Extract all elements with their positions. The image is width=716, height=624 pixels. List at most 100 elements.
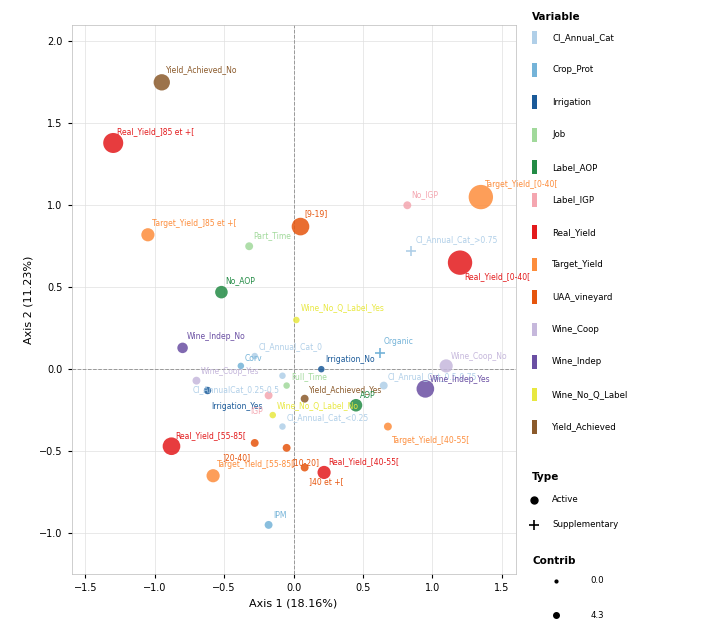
Point: [281, 443, 292, 453]
Text: 4.3: 4.3: [590, 611, 604, 620]
X-axis label: Axis 1 (18.16%): Axis 1 (18.16%): [249, 598, 338, 608]
Text: CI_AnnualCat_0.25-0.5: CI_AnnualCat_0.25-0.5: [193, 386, 280, 394]
FancyBboxPatch shape: [533, 63, 536, 77]
Point: [177, 343, 188, 353]
Point: [440, 361, 452, 371]
FancyBboxPatch shape: [533, 420, 536, 434]
FancyBboxPatch shape: [533, 258, 536, 271]
Text: Part_Time: Part_Time: [253, 231, 291, 240]
Text: Target_Yield_[40-55[: Target_Yield_[40-55[: [392, 436, 470, 446]
Point: [454, 258, 465, 268]
Text: Target_Yield: Target_Yield: [552, 260, 604, 269]
Text: ]20-40]: ]20-40]: [223, 453, 251, 462]
Point: [402, 200, 413, 210]
Text: IPM: IPM: [273, 511, 286, 520]
FancyBboxPatch shape: [533, 225, 536, 239]
Point: [107, 138, 119, 148]
Text: Real_Yield_[40-55[: Real_Yield_[40-55[: [328, 457, 400, 466]
Point: [475, 192, 487, 202]
Point: [249, 351, 261, 361]
Point: [249, 438, 261, 448]
Text: Real_Yield_]85 et +[: Real_Yield_]85 et +[: [117, 127, 195, 137]
Text: Wine_Coop: Wine_Coop: [552, 325, 600, 334]
Text: Wine_Indep_No: Wine_Indep_No: [187, 333, 246, 341]
Point: [350, 400, 362, 410]
Text: Type: Type: [533, 472, 560, 482]
Point: [263, 520, 274, 530]
Text: Real_Yield_[55-85[: Real_Yield_[55-85[: [175, 431, 246, 440]
Text: AOP: AOP: [360, 391, 376, 401]
FancyBboxPatch shape: [533, 388, 536, 401]
Text: Target_Yield_]85 et +[: Target_Yield_]85 et +[: [152, 219, 236, 228]
Point: [267, 410, 279, 420]
Y-axis label: Axis 2 (11.23%): Axis 2 (11.23%): [24, 255, 34, 344]
Text: Organic: Organic: [384, 337, 414, 346]
Text: Contrib: Contrib: [533, 556, 576, 566]
FancyBboxPatch shape: [533, 193, 536, 207]
Point: [156, 77, 168, 87]
Point: [281, 381, 292, 391]
Text: Wine_No_Q_Label_Yes: Wine_No_Q_Label_Yes: [301, 303, 384, 312]
Text: Label_AOP: Label_AOP: [552, 163, 597, 172]
Point: [202, 386, 213, 396]
Text: UAA_vineyard: UAA_vineyard: [552, 293, 612, 301]
FancyBboxPatch shape: [533, 323, 536, 336]
Point: [295, 222, 306, 232]
Text: CI_Anrual_Cat_0.5-0.75: CI_Anrual_Cat_0.5-0.75: [388, 372, 478, 381]
Text: CI_Annual_Cat_<0.25: CI_Annual_Cat_<0.25: [286, 412, 369, 422]
Point: [420, 384, 431, 394]
Point: [216, 287, 227, 297]
Text: IGP: IGP: [251, 407, 263, 416]
Text: Target_Yield_[55-85[: Target_Yield_[55-85[: [217, 460, 296, 469]
Point: [291, 315, 302, 325]
FancyBboxPatch shape: [533, 355, 536, 369]
Text: No_AOP: No_AOP: [226, 276, 256, 286]
Text: CI_Annual_Cat_>0.75: CI_Annual_Cat_>0.75: [415, 236, 498, 245]
Text: CI_Annual_Cat: CI_Annual_Cat: [552, 33, 614, 42]
Text: ]40 et +[: ]40 et +[: [309, 477, 344, 486]
Point: [208, 470, 219, 480]
Point: [263, 391, 274, 401]
Point: [299, 394, 311, 404]
Point: [243, 241, 255, 251]
FancyBboxPatch shape: [533, 290, 536, 304]
Text: Crop_Prot: Crop_Prot: [552, 66, 594, 74]
Text: Job: Job: [552, 130, 566, 139]
Text: Real_Yield: Real_Yield: [552, 228, 596, 236]
Text: ]10-20]: ]10-20]: [291, 457, 319, 467]
Text: Full_Time: Full_Time: [291, 372, 326, 381]
FancyBboxPatch shape: [533, 31, 536, 44]
Text: Target_Yield_[0-40[: Target_Yield_[0-40[: [485, 180, 558, 189]
Text: Real_Yield_[0-40[: Real_Yield_[0-40[: [464, 273, 531, 281]
Point: [276, 371, 288, 381]
Point: [276, 422, 288, 432]
Text: Wine_Coop_Yes: Wine_Coop_Yes: [200, 367, 259, 376]
Text: Variable: Variable: [533, 12, 581, 22]
Text: Irrigation_Yes: Irrigation_Yes: [212, 402, 263, 411]
FancyBboxPatch shape: [533, 160, 536, 174]
Point: [382, 422, 394, 432]
Text: Wine_No_Q_Label: Wine_No_Q_Label: [552, 390, 629, 399]
Point: [299, 462, 311, 472]
Text: Label_IGP: Label_IGP: [552, 195, 594, 204]
Point: [166, 441, 178, 451]
Point: [378, 381, 390, 391]
Text: CI_Annual_Cat_0: CI_Annual_Cat_0: [259, 342, 323, 351]
Point: [316, 364, 327, 374]
Text: Active: Active: [552, 495, 579, 504]
Text: Wine_Coop_No: Wine_Coop_No: [450, 352, 507, 361]
FancyBboxPatch shape: [533, 95, 536, 109]
Text: Yield_Achieved_No: Yield_Achieved_No: [166, 65, 238, 74]
Point: [319, 467, 330, 477]
Text: Yield_Achieved_Yes: Yield_Achieved_Yes: [309, 385, 382, 394]
Text: Supplementary: Supplementary: [552, 520, 619, 529]
Text: [9-19]: [9-19]: [305, 210, 328, 218]
Text: Yield_Achieved: Yield_Achieved: [552, 422, 616, 431]
Point: [190, 376, 202, 386]
Text: Irrigation: Irrigation: [552, 98, 591, 107]
Text: Corv: Corv: [245, 354, 263, 363]
Point: [142, 230, 154, 240]
Text: 0.0: 0.0: [590, 577, 604, 585]
FancyBboxPatch shape: [533, 128, 536, 142]
Text: Irrigation_No: Irrigation_No: [326, 355, 375, 364]
